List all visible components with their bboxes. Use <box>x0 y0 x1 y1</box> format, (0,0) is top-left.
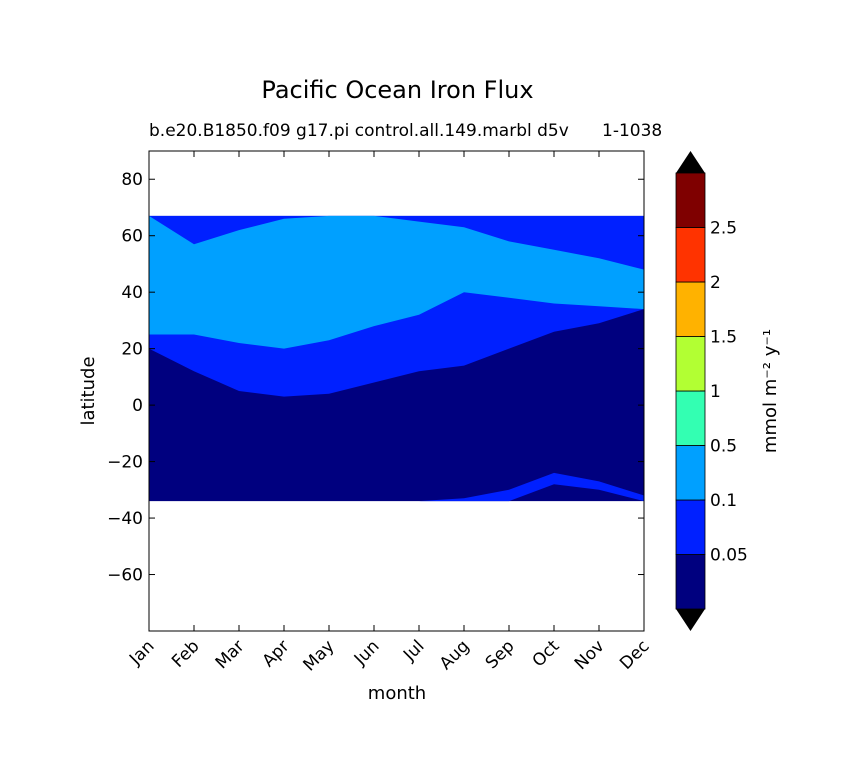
contour-region-1 <box>149 215 644 349</box>
colorbar-segment <box>675 390 706 446</box>
colorbar-extend-min <box>676 609 705 631</box>
colorbar-tick-label: 2 <box>710 273 721 293</box>
x-tick-label: Feb <box>168 636 203 671</box>
colorbar-label: mmol m⁻² y⁻¹ <box>760 329 781 453</box>
colorbar-tick-label: 2.5 <box>710 219 737 239</box>
y-tick-label: 20 <box>121 340 143 360</box>
colorbar-segment <box>675 445 706 501</box>
colorbar-segment <box>675 172 706 228</box>
y-tick-label: 60 <box>121 227 143 247</box>
x-tick-label: Jan <box>125 636 158 669</box>
x-tick-label: Dec <box>616 636 653 673</box>
y-tick-label: 40 <box>121 283 143 303</box>
y-tick-label: −60 <box>107 566 143 586</box>
x-axis-label: month <box>368 683 426 704</box>
colorbar-segment <box>675 336 706 392</box>
y-tick-label: 80 <box>121 170 143 190</box>
colorbar-tick-label: 0.05 <box>710 546 748 566</box>
colorbar-segment <box>675 281 706 337</box>
x-tick-label: Sep <box>482 636 519 673</box>
colorbar-tick-label: 1.5 <box>710 328 737 348</box>
colorbar-tick-label: 1 <box>710 382 721 402</box>
contour-region-2 <box>149 472 644 502</box>
chart-subtitle-years: 1-1038 <box>602 121 663 141</box>
y-tick-label: −20 <box>107 453 143 473</box>
x-tick-label: May <box>300 636 339 675</box>
x-tick-label: Aug <box>436 636 474 674</box>
colorbar-segment <box>675 554 706 610</box>
colorbar-segment <box>675 227 706 283</box>
x-tick-label: Mar <box>212 636 249 673</box>
y-tick-label: −40 <box>107 509 143 529</box>
x-tick-label: Jul <box>399 636 428 665</box>
chart-title: Pacific Ocean Iron Flux <box>261 76 534 104</box>
y-axis-label: latitude <box>78 356 99 425</box>
colorbar-segment <box>675 499 706 555</box>
chart-subtitle-run: b.e20.B1850.f09 g17.pi control.all.149.m… <box>149 121 569 141</box>
x-tick-label: Jun <box>350 636 384 670</box>
colorbar-tick-label: 0.1 <box>710 491 737 511</box>
x-tick-label: Nov <box>571 636 609 674</box>
plot-frame <box>148 150 645 632</box>
colorbar-extend-max <box>676 151 705 173</box>
colorbar-tick-label: 0.5 <box>710 437 737 457</box>
x-tick-label: Oct <box>529 636 564 671</box>
x-tick-label: Apr <box>259 636 294 671</box>
y-tick-label: 0 <box>132 396 143 416</box>
